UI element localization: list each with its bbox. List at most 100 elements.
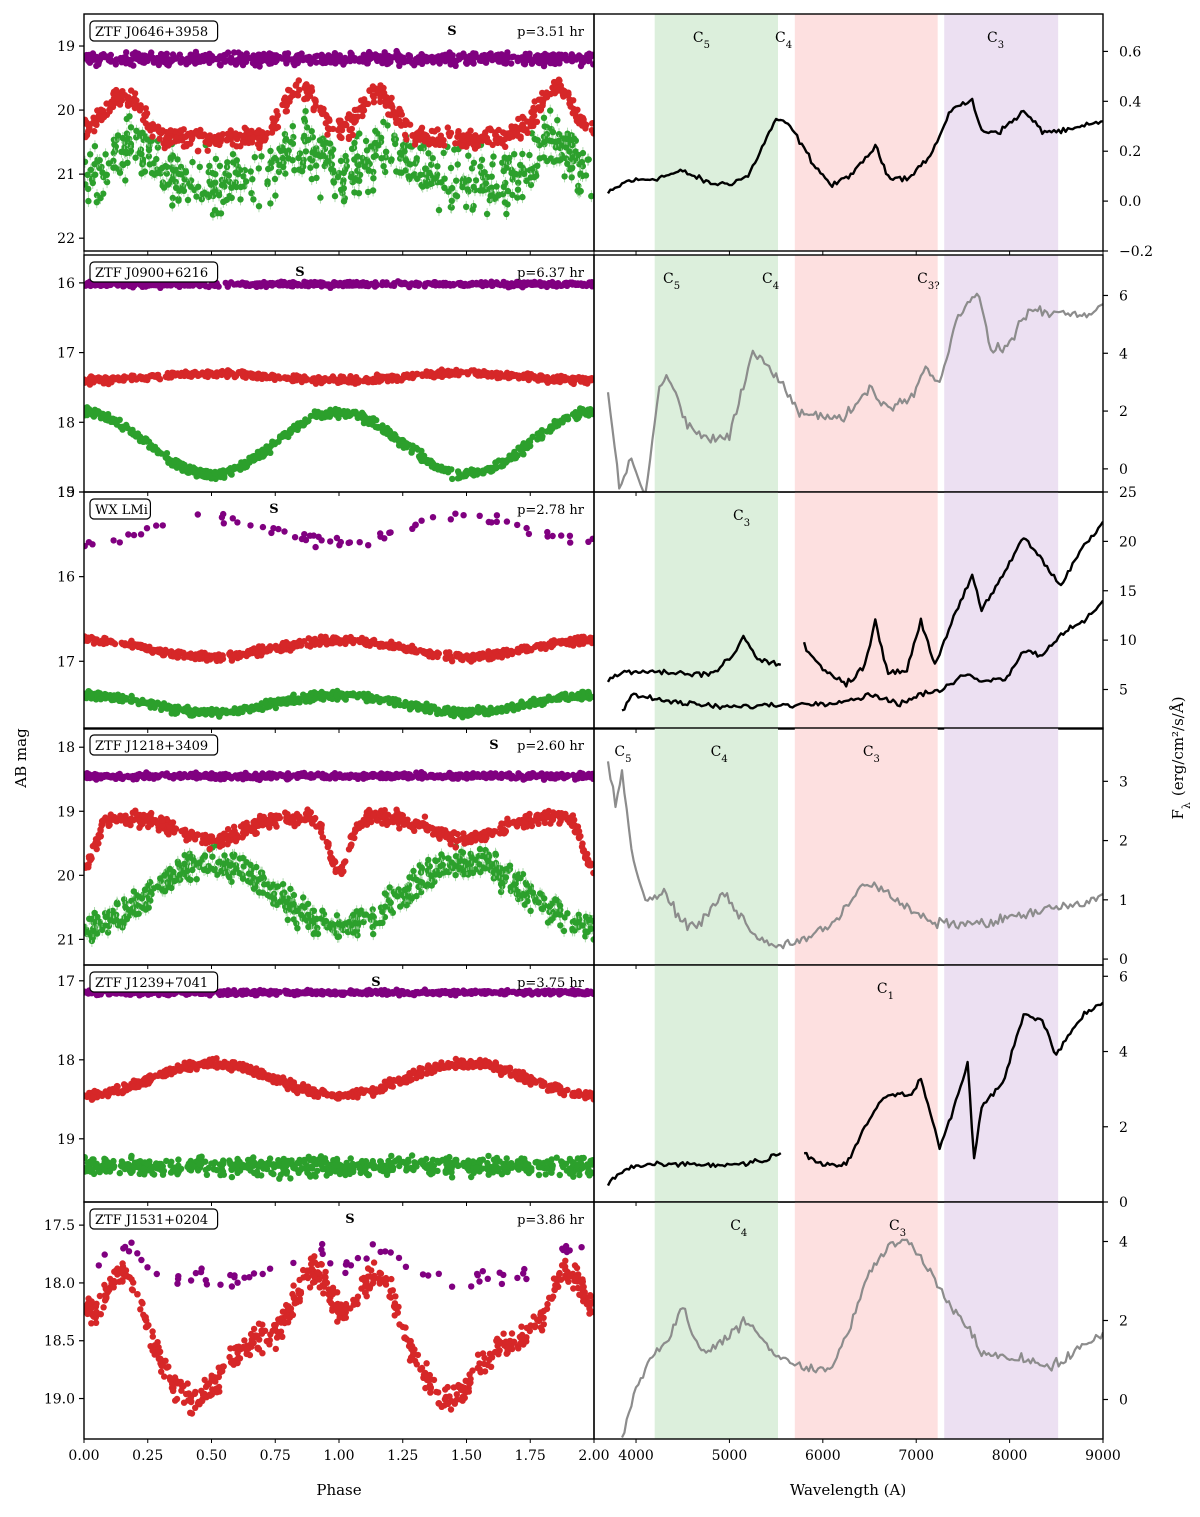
point-red — [527, 119, 533, 125]
point-red — [532, 375, 538, 381]
point-red — [177, 127, 183, 133]
point-purple — [130, 62, 136, 68]
band-label-subscript: 3 — [998, 40, 1004, 51]
point-purple — [455, 280, 461, 286]
point-green — [401, 148, 407, 154]
point-green — [508, 170, 514, 176]
point-green — [569, 165, 575, 171]
point-red — [475, 143, 481, 149]
point-red — [113, 87, 119, 93]
point-red — [163, 374, 169, 380]
point-green — [196, 470, 202, 476]
point-purple — [266, 50, 272, 56]
point-green — [127, 430, 133, 436]
mag-tick-label: 17 — [57, 346, 75, 362]
point-green — [153, 156, 159, 162]
point-green — [493, 183, 499, 189]
point-red — [515, 116, 521, 122]
point-green — [138, 151, 144, 157]
band-3 — [944, 492, 1058, 729]
point-green — [490, 153, 496, 159]
point-green — [189, 159, 195, 165]
point-red — [432, 373, 438, 379]
point-purple — [464, 61, 470, 67]
point-purple — [250, 60, 256, 66]
point-green — [392, 433, 398, 439]
point-green — [88, 167, 94, 173]
point-green — [501, 168, 507, 174]
point-green — [177, 461, 183, 467]
point-purple — [514, 282, 520, 288]
point-purple — [383, 60, 389, 66]
point-green — [95, 158, 101, 164]
point-green — [168, 154, 174, 160]
point-red — [336, 378, 342, 384]
point-red — [284, 108, 290, 114]
point-green — [554, 117, 560, 123]
point-green — [383, 149, 389, 155]
point-green — [280, 164, 286, 170]
point-red — [409, 133, 415, 139]
point-green — [428, 181, 434, 187]
point-green — [226, 172, 232, 178]
point-red — [551, 375, 557, 381]
point-red — [206, 369, 212, 375]
point-red — [329, 377, 335, 383]
flux-tick-label: 0.6 — [1119, 44, 1141, 60]
point-green — [565, 416, 571, 422]
point-green — [269, 441, 275, 447]
point-green — [275, 439, 281, 445]
point-purple — [333, 58, 339, 64]
point-green — [234, 157, 240, 163]
spectrum-plot — [608, 492, 1103, 729]
point-green — [126, 113, 132, 119]
point-green — [335, 174, 341, 180]
point-red — [102, 374, 108, 380]
point-red — [342, 378, 348, 384]
mag-tick-label: 21 — [57, 167, 75, 183]
band-label-subscript: 3 — [744, 518, 750, 529]
point-red — [422, 138, 428, 144]
point-green — [414, 155, 420, 161]
point-green — [331, 179, 337, 185]
point-red — [282, 94, 288, 100]
point-green — [265, 166, 271, 172]
point-red — [183, 371, 189, 377]
point-green — [354, 153, 360, 159]
point-purple — [380, 279, 386, 285]
point-green — [432, 175, 438, 181]
point-green — [576, 413, 582, 419]
point-green — [453, 178, 459, 184]
point-green — [355, 162, 361, 168]
point-purple — [549, 281, 555, 287]
point-green — [469, 206, 475, 212]
mag-tick-label: 18 — [57, 415, 75, 431]
point-red — [508, 371, 514, 377]
point-green — [464, 469, 470, 475]
point-purple — [488, 279, 494, 285]
point-green — [82, 159, 88, 165]
point-red — [214, 136, 220, 142]
point-purple — [107, 282, 113, 288]
point-green — [183, 169, 189, 175]
point-red — [346, 111, 352, 117]
point-red — [200, 133, 206, 139]
point-red — [255, 135, 261, 141]
point-green — [158, 450, 164, 456]
point-green — [503, 211, 509, 217]
point-green — [85, 198, 91, 204]
panel-name: ZTF J0900+6216 — [95, 266, 208, 281]
point-purple — [405, 52, 411, 58]
point-green — [132, 155, 138, 161]
point-purple — [397, 54, 403, 60]
point-green — [256, 203, 262, 209]
point-green — [200, 709, 206, 715]
point-green — [295, 155, 301, 161]
point-green — [291, 167, 297, 173]
point-green — [445, 469, 451, 475]
point-red — [393, 374, 399, 380]
point-green — [267, 148, 273, 154]
point-green — [550, 129, 556, 135]
point-green — [448, 204, 454, 210]
